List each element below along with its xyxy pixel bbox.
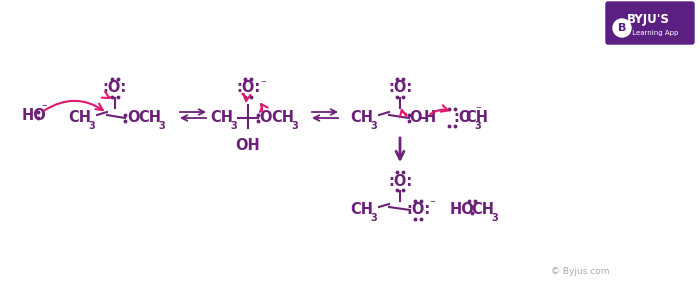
Text: B: B xyxy=(618,23,626,33)
Text: O: O xyxy=(410,110,422,126)
FancyBboxPatch shape xyxy=(606,2,694,44)
Text: H: H xyxy=(424,110,436,126)
Text: O: O xyxy=(260,110,272,126)
Text: CH: CH xyxy=(139,110,162,126)
Text: :O:: :O: xyxy=(388,80,412,96)
Text: HO: HO xyxy=(22,108,47,123)
Text: CH: CH xyxy=(472,203,494,217)
Text: CH: CH xyxy=(69,110,92,126)
Text: :O:: :O: xyxy=(388,173,412,189)
Text: :O: :O xyxy=(453,110,471,126)
Text: O: O xyxy=(127,110,139,126)
Text: 3: 3 xyxy=(370,121,377,131)
Text: BYJU'S: BYJU'S xyxy=(626,13,669,26)
Text: CH: CH xyxy=(465,110,488,126)
Text: CH: CH xyxy=(272,110,295,126)
Text: 3: 3 xyxy=(491,213,498,223)
Text: ⁻: ⁻ xyxy=(260,79,266,89)
Text: 3: 3 xyxy=(230,121,237,131)
Text: 3: 3 xyxy=(159,121,165,131)
Text: CH: CH xyxy=(351,110,374,126)
Text: 3: 3 xyxy=(89,121,95,131)
Text: CH: CH xyxy=(211,110,234,126)
Text: OH: OH xyxy=(236,137,260,153)
Text: CH: CH xyxy=(351,203,374,217)
Text: ⁻: ⁻ xyxy=(41,103,47,113)
Text: ⁻: ⁻ xyxy=(429,199,435,209)
Text: 3: 3 xyxy=(370,213,377,223)
Text: :O:: :O: xyxy=(103,80,127,96)
Text: The Learning App: The Learning App xyxy=(617,30,679,36)
Text: 3: 3 xyxy=(475,121,482,131)
Text: :O:: :O: xyxy=(236,80,260,96)
Text: HO: HO xyxy=(449,203,475,217)
Text: :O:: :O: xyxy=(406,203,430,217)
Circle shape xyxy=(613,19,631,37)
Text: 3: 3 xyxy=(292,121,298,131)
Text: ⁻: ⁻ xyxy=(475,105,481,115)
Text: © Byjus.com: © Byjus.com xyxy=(551,268,609,277)
